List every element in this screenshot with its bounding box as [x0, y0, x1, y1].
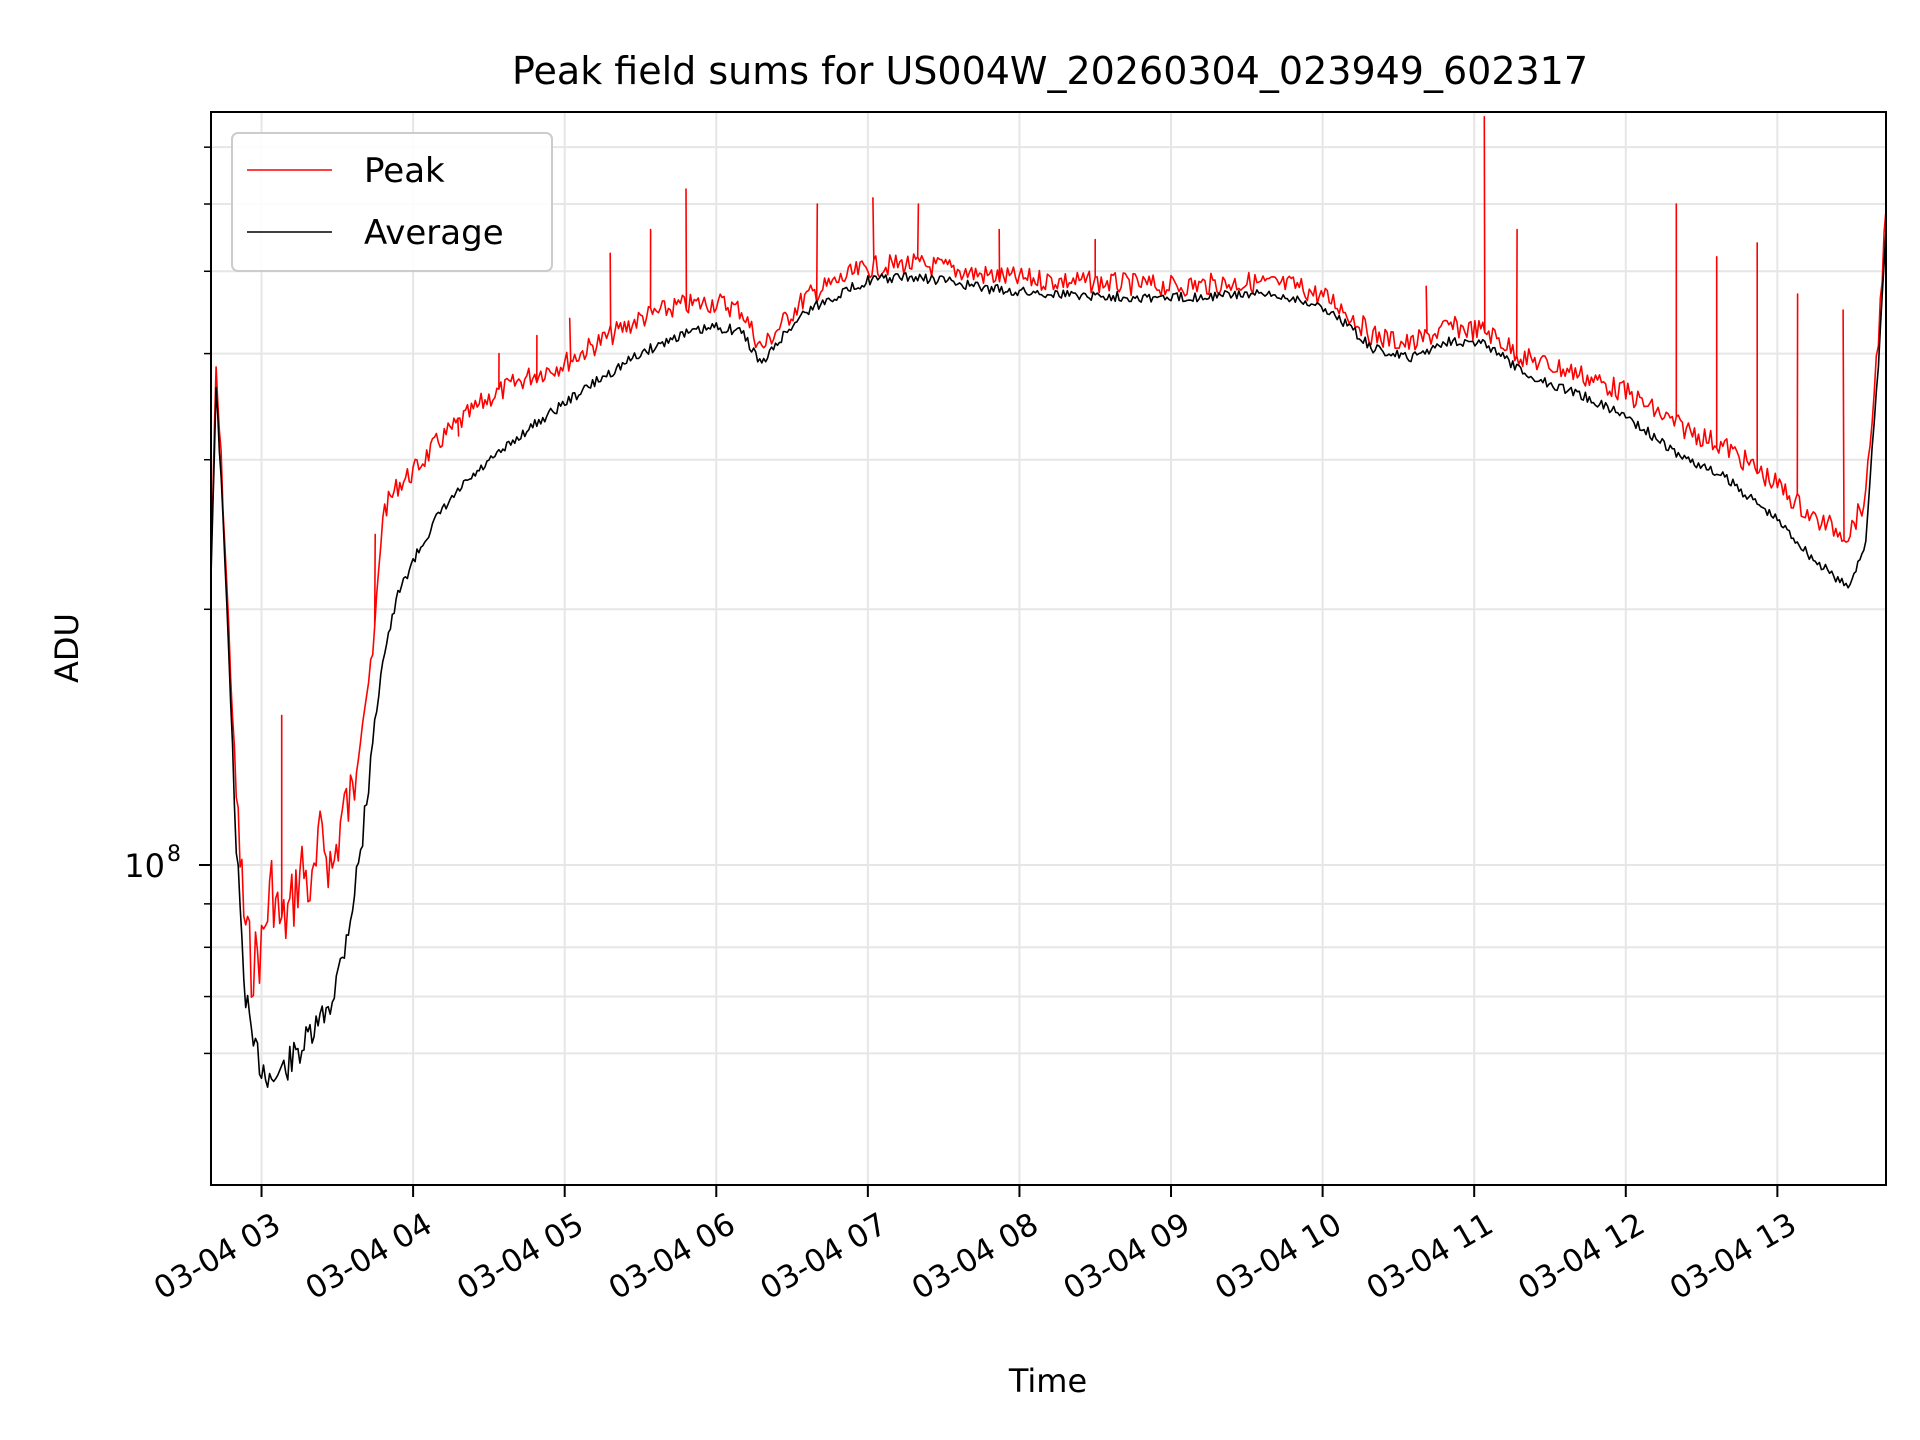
plot-frame [210, 111, 1887, 1186]
grid-lines [211, 112, 1886, 1185]
x-tick-label: 03-04 07 [754, 1206, 893, 1307]
x-tick-label: 03-04 04 [300, 1206, 439, 1307]
plot-series [210, 116, 1887, 1088]
legend-label-average: Average [364, 213, 504, 253]
x-tick-label: 03-04 06 [603, 1206, 742, 1307]
x-axis-ticks: 03-04 03 03-04 04 03-04 05 03-04 06 03-04 07… [148, 1185, 1803, 1307]
y-tick-label-exponent: 8 [167, 842, 181, 867]
legend-label-peak: Peak [364, 151, 445, 191]
series-line-average [210, 229, 1887, 1088]
y-tick-label: 10 [124, 847, 165, 885]
legend-box [231, 132, 553, 272]
x-tick-label: 03-04 08 [906, 1206, 1045, 1307]
x-tick-label: 03-04 10 [1209, 1206, 1348, 1307]
x-tick-label: 03-04 11 [1361, 1206, 1500, 1307]
y-tick-label-base: 10 [124, 847, 165, 885]
series-line-peak [210, 116, 1887, 998]
x-axis-label: Time [1008, 1362, 1087, 1400]
legend: Peak Average [231, 132, 553, 272]
y-axis-label: ADU [48, 613, 86, 683]
x-tick-label: 03-04 13 [1664, 1206, 1803, 1307]
chart-title: Peak field sums for US004W_20260304_0239… [512, 49, 1588, 93]
y-axis-ticks: 10 8 [124, 146, 211, 1055]
x-tick-label: 03-04 12 [1512, 1206, 1651, 1307]
x-tick-label: 03-04 09 [1058, 1206, 1197, 1307]
x-tick-label: 03-04 03 [148, 1206, 287, 1307]
x-tick-label: 03-04 05 [451, 1206, 590, 1307]
